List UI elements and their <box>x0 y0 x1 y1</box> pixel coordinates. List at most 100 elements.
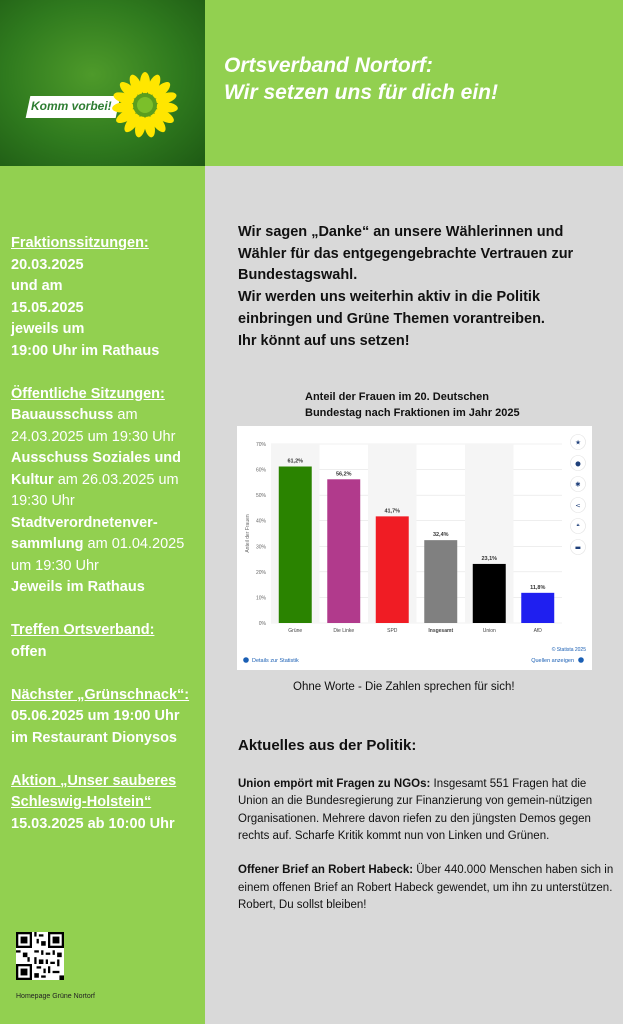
gruenschnack-heading: Nächster „Grünschnack“: <box>11 686 190 703</box>
news-text: Über 440.000 Menschen haben sich in eine… <box>238 864 614 912</box>
header-line-1: Ortsverband Nortorf: <box>224 54 433 77</box>
star-icon[interactable] <box>570 434 586 450</box>
chart-caption: Ohne Worte - Die Zahlen sprechen für sic… <box>293 681 515 693</box>
logo-panel: Komm vorbei! <box>0 0 205 166</box>
svv-date: am 01.04.2025 um 19:30 Uhr <box>11 536 185 574</box>
chart-title-line-2: Bundestag nach Fraktionen im Jahr 2025 <box>305 407 520 419</box>
header-title: Ortsverband Nortorf: Wir setzen uns für … <box>224 52 498 106</box>
y-tick-label: 40% <box>256 519 267 525</box>
share-icon[interactable] <box>570 497 586 513</box>
y-tick-label: 50% <box>256 493 267 499</box>
oeffentlich-block: Öffentliche Sitzungen: Bauausschuss am 2… <box>11 384 201 599</box>
data-label: 61,2% <box>287 459 303 465</box>
fraktion-line: und am <box>11 278 63 294</box>
news-title: Union empört mit Fragen zu NGOs: <box>238 778 431 790</box>
qr-code[interactable] <box>16 932 64 980</box>
bar <box>521 592 555 623</box>
thanks-line: Ihr könnt auf uns setzen! <box>238 332 410 349</box>
svv-name: Stadtverordnetenver-sammlung <box>11 514 158 553</box>
sidebar <box>0 0 205 1024</box>
bar <box>472 563 506 623</box>
news-item: Offener Brief an Robert Habeck: Über 440… <box>238 862 618 914</box>
x-tick-label: Grüne <box>288 628 302 634</box>
oeffentlich-heading: Öffentliche Sitzungen: <box>11 385 165 402</box>
soz-entry: Ausschuss Soziales und Kultur am 26.03.2… <box>11 448 201 513</box>
x-tick-label: Die Linke <box>333 628 354 634</box>
data-label: 11,8% <box>530 585 545 591</box>
rathaus-note: Jeweils im Rathaus <box>11 579 145 595</box>
print-icon[interactable] <box>570 539 586 555</box>
news-heading: Aktuelles aus der Politik: <box>238 737 417 754</box>
aktion-value: 15.03.2025 ab 10:00 Uhr <box>11 815 175 832</box>
logo-text: Komm vorbei! <box>31 99 112 113</box>
bau-entry: Bauausschuss am 24.03.2025 um 19:30 Uhr <box>11 405 201 448</box>
treffen-block: Treffen Ortsverband: offen <box>11 620 201 663</box>
chart-title: Anteil der Frauen im 20. Deutschen Bunde… <box>305 389 520 421</box>
sunflower-icon <box>112 72 178 138</box>
fraktion-block: Fraktionssitzungen: 20.03.2025 und am 15… <box>11 233 201 362</box>
sources-icon <box>578 657 584 663</box>
bell-icon-glyph: ● <box>575 460 581 468</box>
bar <box>327 479 361 623</box>
x-tick-label: Union <box>483 628 496 634</box>
gruenschnack-line: im Restaurant Dionysos <box>11 729 177 746</box>
aktion-block: Aktion „Unser sauberes Schleswig-Holstei… <box>11 771 201 836</box>
sidebar-events: Fraktionssitzungen: 20.03.2025 und am 15… <box>11 233 201 835</box>
news-item: Union empört mit Fragen zu NGOs: Insgesa… <box>238 776 618 845</box>
y-tick-label: 10% <box>256 595 267 601</box>
x-tick-label: Insgesamt <box>428 628 453 634</box>
fraktion-line: 19:00 Uhr im Rathaus <box>11 342 160 359</box>
thanks-line: Wir werden uns weiterhin aktiv in die Po… <box>238 289 545 327</box>
data-label: 23,1% <box>481 556 497 562</box>
data-label: 56,2% <box>336 471 352 477</box>
bell-icon[interactable] <box>570 455 586 471</box>
source-label: © Statista 2025 <box>552 646 586 653</box>
x-tick-label: AfD <box>534 628 543 634</box>
treffen-heading: Treffen Ortsverband: <box>11 622 155 638</box>
print-icon-glyph: ▬ <box>575 544 581 552</box>
news-text: Insgesamt 551 Fragen hat die Union an di… <box>238 778 593 842</box>
data-label: 41,7% <box>384 508 400 514</box>
qr-caption: Homepage Grüne Nortorf <box>16 993 95 1000</box>
bar <box>424 540 458 623</box>
news-list: Union empört mit Fragen zu NGOs: Insgesa… <box>238 776 618 932</box>
gruenschnack-line: 05.06.2025 um 19:00 Uhr <box>11 708 180 724</box>
aktion-heading: Aktion „Unser sauberes Schleswig-Holstei… <box>11 772 177 811</box>
bau-date: am 24.03.2025 um 19:30 Uhr <box>11 407 176 445</box>
fraktion-line: jeweils um <box>11 321 85 337</box>
bar <box>278 466 312 623</box>
quote-icon[interactable] <box>570 518 586 534</box>
y-axis-label: Anteil der Frauen <box>245 514 251 553</box>
share-icon-glyph: < <box>575 502 580 510</box>
fraktion-line: 15.05.2025 <box>11 299 84 316</box>
gear-icon-glyph: ✱ <box>575 481 580 489</box>
star-icon-glyph: ★ <box>575 439 581 447</box>
soz-name: Ausschuss Soziales und Kultur <box>11 450 182 488</box>
y-tick-label: 70% <box>256 442 267 448</box>
bar-chart: 0% 10% 20% 30% 40% 50% 60% 70% Anteil der Frauen… <box>243 434 586 664</box>
y-tick-label: 20% <box>256 570 267 576</box>
svv-entry: Stadtverordnetenver-sammlung am 01.04.20… <box>11 513 201 578</box>
gear-icon[interactable] <box>570 476 586 492</box>
chart-title-line-1: Anteil der Frauen im 20. Deutschen <box>305 391 489 403</box>
news-title: Offener Brief an Robert Habeck: <box>238 864 414 877</box>
header-line-2: Wir setzen uns für dich ein! <box>224 81 499 104</box>
thanks-message: Wir sagen „Danke“ an unsere Wählerinnen … <box>238 222 608 352</box>
info-icon <box>243 657 249 663</box>
thanks-line: Wir sagen „Danke“ an unsere Wählerinnen … <box>238 224 574 284</box>
header-banner <box>205 0 623 166</box>
treffen-value: offen <box>11 643 47 660</box>
bau-name: Bauausschuss <box>11 407 114 423</box>
quote-icon-glyph: ❝ <box>576 523 580 531</box>
fraktion-heading: Fraktionssitzungen: <box>11 235 149 251</box>
fraktion-line: 20.03.2025 <box>11 256 84 273</box>
chart-container: 0% 10% 20% 30% 40% 50% 60% 70% Anteil der Frauen… <box>237 426 592 670</box>
data-label: 32,4% <box>433 532 449 538</box>
y-tick-label: 60% <box>256 468 267 474</box>
gruenschnack-block: Nächster „Grünschnack“: 05.06.2025 um 19… <box>11 685 201 750</box>
bar <box>375 516 409 623</box>
x-tick-label: SPD <box>387 628 398 634</box>
y-tick-label: 0% <box>259 621 267 627</box>
details-link[interactable]: Details zur Statistik <box>252 658 299 664</box>
sources-link[interactable]: Quellen anzeigen <box>531 658 574 664</box>
